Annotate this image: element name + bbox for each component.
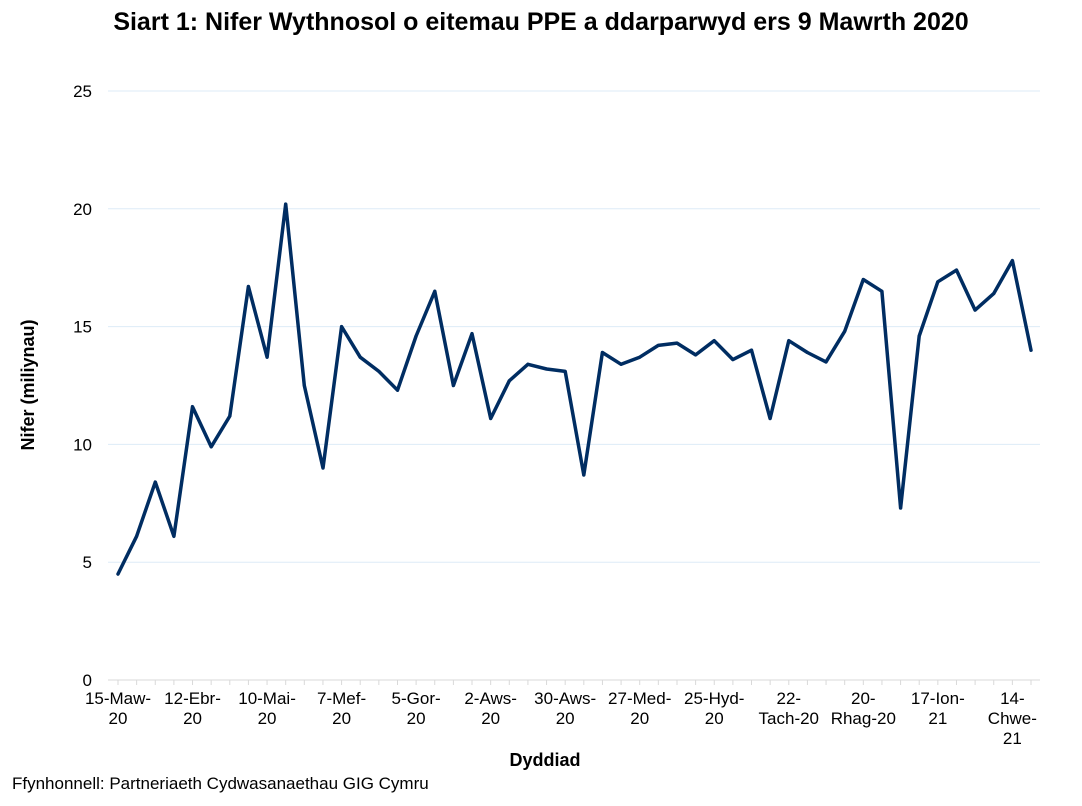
data-point [899, 506, 903, 510]
x-axis-title: Dyddiad [509, 750, 580, 770]
data-point [377, 369, 381, 373]
data-point [954, 268, 958, 272]
data-point [191, 405, 195, 409]
data-point [265, 355, 269, 359]
data-point [992, 292, 996, 296]
data-point [358, 355, 362, 359]
data-point [507, 379, 511, 383]
data-point [582, 473, 586, 477]
data-point [880, 289, 884, 293]
data-point [656, 343, 660, 347]
y-axis-title: Nifer (miliynau) [18, 319, 38, 450]
y-tick-label: 0 [83, 671, 92, 690]
data-point [470, 332, 474, 336]
x-tick-label: 10-Mai-20 [238, 689, 296, 728]
x-tick-label: 25-Hyd-20 [684, 689, 744, 728]
data-point [153, 480, 157, 484]
data-point [209, 445, 213, 449]
data-point [600, 351, 604, 355]
data-line [116, 202, 1033, 576]
data-point [731, 358, 735, 362]
data-point [395, 388, 399, 392]
data-point [135, 534, 139, 538]
data-point [545, 367, 549, 371]
data-point [172, 534, 176, 538]
data-point [526, 362, 530, 366]
data-point [917, 334, 921, 338]
data-point [619, 362, 623, 366]
data-point [750, 348, 754, 352]
data-point [936, 280, 940, 284]
x-tick-label: 14-Chwe-21 [988, 689, 1037, 748]
y-tick-label: 20 [73, 200, 92, 219]
data-point [340, 325, 344, 329]
data-point [489, 416, 493, 420]
data-point [246, 285, 250, 289]
data-point [843, 329, 847, 333]
x-tick-label: 2-Aws-20 [464, 689, 517, 728]
y-tick-label: 25 [73, 82, 92, 101]
x-tick-label: 30-Aws-20 [534, 689, 596, 728]
x-tick-label: 7-Mef-20 [317, 689, 366, 728]
data-point [414, 334, 418, 338]
data-point [694, 353, 698, 357]
data-point [451, 384, 455, 387]
data-point [973, 308, 977, 312]
x-tick-label: 22-Tach-20 [759, 689, 819, 728]
data-point [638, 355, 642, 359]
data-point [433, 289, 437, 293]
data-point [1029, 348, 1033, 352]
data-point [563, 369, 567, 373]
data-point [768, 416, 772, 420]
data-point [284, 202, 288, 206]
data-point [116, 572, 120, 576]
x-tick-label: 12-Ebr-20 [164, 689, 221, 728]
data-point [805, 351, 809, 355]
data-point [1010, 259, 1014, 263]
data-point [824, 360, 828, 364]
y-tick-label: 5 [83, 553, 92, 572]
data-point [861, 277, 865, 281]
x-tick-label: 27-Med-20 [608, 689, 671, 728]
data-point [228, 414, 232, 418]
x-tick-label: 15-Maw-20 [85, 689, 151, 728]
chart-title: Siart 1: Nifer Wythnosol o eitemau PPE a… [113, 8, 969, 36]
data-point [302, 384, 306, 387]
data-point [675, 341, 679, 345]
x-tick-label: 17-Ion-21 [911, 689, 965, 728]
x-tick-label: 20-Rhag-20 [831, 689, 896, 728]
y-tick-label: 15 [73, 318, 92, 337]
data-point [321, 466, 325, 470]
x-tick-label: 5-Gor-20 [392, 689, 441, 728]
source-note: Ffynhonnell: Partneriaeth Cydwasanaethau… [12, 774, 429, 793]
data-point [787, 339, 791, 343]
data-point [712, 339, 716, 343]
y-tick-label: 10 [73, 435, 92, 454]
